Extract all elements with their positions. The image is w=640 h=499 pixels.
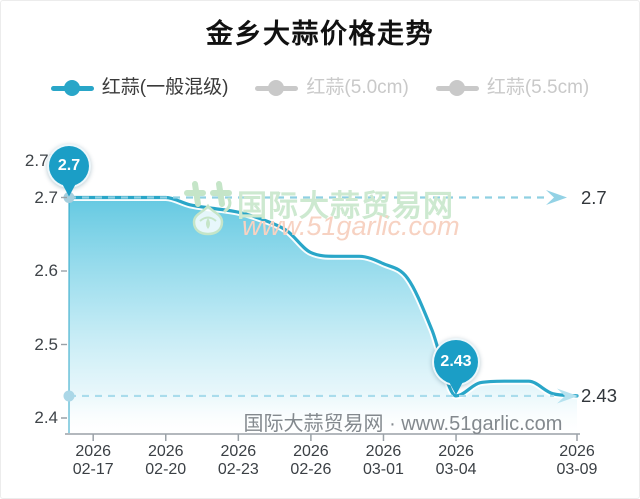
x-axis-label: 2026 02-26 [274,443,348,479]
x-axis-label-date: 02-17 [72,461,114,478]
legend-line-dot-icon [50,79,94,97]
area-fill [69,197,577,434]
legend-item-2[interactable]: 红蒜(5.5cm) [435,77,590,99]
x-axis-label-date: 03-01 [363,461,404,478]
x-axis-label: 2026 03-01 [346,443,420,479]
x-axis-label: 2026 03-04 [419,443,493,479]
x-axis-label-year: 2026 [365,443,402,460]
reference-value-label: 2.7 [581,186,607,208]
x-axis-label-year: 2026 [559,443,595,460]
legend-item-0[interactable]: 红蒜(一般混级) [50,77,229,99]
legend-line-dot-icon [255,79,299,97]
x-axis-label: 2026 02-23 [201,443,275,479]
chart-title: 金乡大蒜价格走势 [206,19,434,49]
x-axis-label-date: 02-23 [217,461,259,478]
x-axis-label-year: 2026 [293,443,329,460]
x-axis-label: 2026 02-17 [56,443,130,479]
reference-start-dot [63,390,75,402]
legend-label: 红蒜(5.5cm) [486,77,590,98]
legend-item-1[interactable]: 红蒜(5.0cm) [255,77,409,99]
x-axis-label-year: 2026 [75,443,111,460]
x-axis-label-year: 2026 [220,443,257,460]
x-axis-label-date: 02-20 [145,461,187,478]
y-axis-label: 2.75 [24,150,58,170]
x-axis-label-date: 02-26 [290,461,332,478]
y-axis-label: 2.7 [34,187,58,207]
y-axis-label: 2.6 [34,261,58,280]
reference-value-label: 2.43 [581,384,618,406]
price-line [67,195,579,398]
legend-line-dot-icon [435,79,479,97]
x-axis-label: 2026 02-20 [129,443,203,479]
x-axis-label-date: 03-04 [435,461,477,478]
legend: 红蒜(一般混级) 红蒜(5.0cm) 红蒜(5.5cm) [1,77,639,99]
x-axis-label-year: 2026 [438,443,474,460]
legend-label: 红蒜(一般混级) [101,77,229,98]
legend-label: 红蒜(5.0cm) [306,77,409,98]
reference-arrow-icon [546,190,567,205]
x-axis-label: 2026 03-09 [540,443,614,479]
x-axis-label-date: 03-09 [556,461,598,478]
x-axis-label-year: 2026 [147,443,184,460]
y-axis-label: 2.4 [34,408,58,427]
reference-arrow-icon [557,388,578,404]
y-axis-label: 2.5 [34,334,58,354]
